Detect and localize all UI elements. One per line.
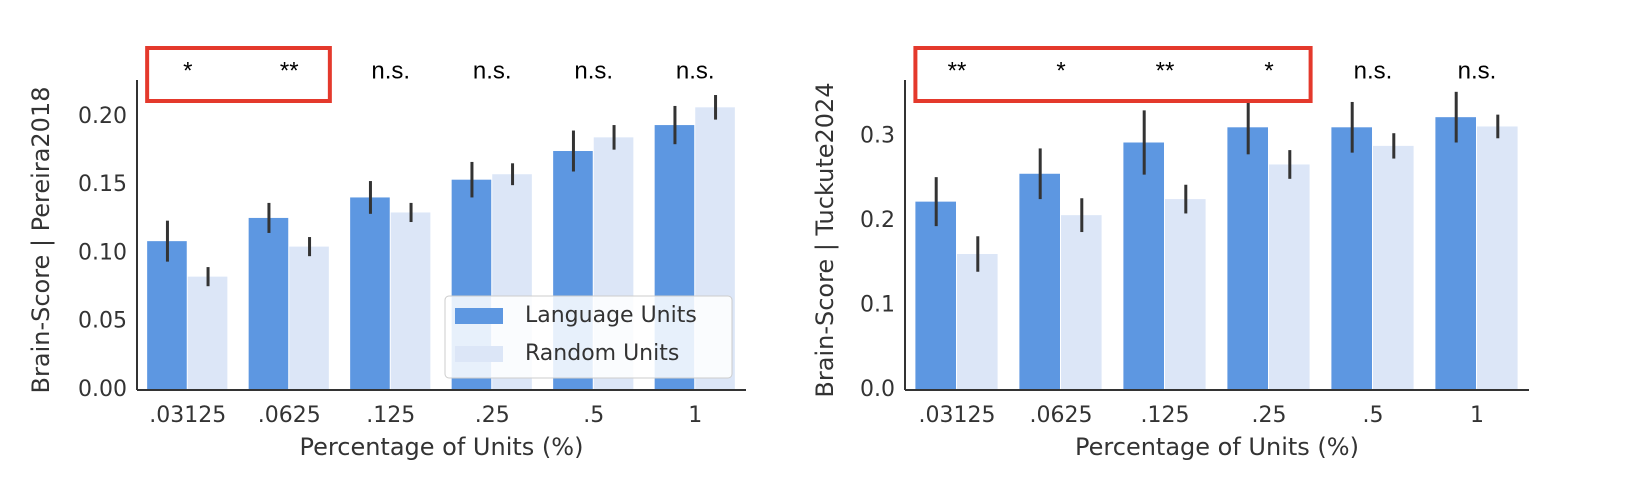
bar xyxy=(248,217,289,390)
significance-label: ** xyxy=(280,57,299,84)
y-tick-label: 0.05 xyxy=(78,309,127,334)
bar xyxy=(1165,199,1206,390)
y-axis-label: Brain-Score | Pereira2018 xyxy=(27,87,55,394)
highlight-box xyxy=(913,46,1313,103)
x-tick-label: .25 xyxy=(475,403,510,428)
bar xyxy=(1373,145,1414,390)
bar xyxy=(187,276,228,390)
y-tick-label: 0.10 xyxy=(78,240,127,265)
bar xyxy=(1435,117,1476,391)
x-tick-label: .03125 xyxy=(149,403,226,428)
bar xyxy=(915,201,956,390)
significance-label: ** xyxy=(1156,57,1175,84)
y-axis-label: Brain-Score | Tuckute2024 xyxy=(811,82,839,397)
significance-label: ** xyxy=(948,57,967,84)
significance-label: n.s. xyxy=(1354,57,1393,84)
x-tick-label: 1 xyxy=(688,403,702,428)
bar xyxy=(1477,126,1518,390)
significance-label: n.s. xyxy=(1458,57,1497,84)
x-tick-label: .25 xyxy=(1252,403,1287,428)
legend-swatch xyxy=(455,346,503,362)
significance-label: * xyxy=(1264,57,1273,84)
significance-label: * xyxy=(1056,57,1065,84)
bar xyxy=(957,254,998,390)
y-tick-label: 0.1 xyxy=(860,293,895,318)
x-axis-label: Percentage of Units (%) xyxy=(1075,433,1359,461)
bar xyxy=(1019,173,1060,390)
x-tick-label: .125 xyxy=(366,403,415,428)
y-tick-label: 0.00 xyxy=(78,377,127,402)
y-tick-label: 0.20 xyxy=(78,104,127,129)
x-tick-label: .0625 xyxy=(258,403,321,428)
legend-label: Random Units xyxy=(525,341,679,366)
y-tick-label: 0.0 xyxy=(860,377,895,402)
bar xyxy=(1061,215,1102,390)
x-tick-label: .125 xyxy=(1141,403,1190,428)
x-tick-label: .5 xyxy=(1363,403,1384,428)
significance-label: n.s. xyxy=(574,57,613,84)
y-tick-label: 0.3 xyxy=(860,124,895,149)
highlight-box xyxy=(145,46,332,103)
legend-swatch xyxy=(455,308,503,324)
x-tick-label: .0625 xyxy=(1030,403,1093,428)
x-tick-label: .03125 xyxy=(919,403,996,428)
bar xyxy=(1331,127,1372,390)
bar xyxy=(1269,164,1310,390)
bar xyxy=(289,246,329,390)
y-tick-label: 0.2 xyxy=(860,208,895,233)
significance-label: * xyxy=(183,57,192,84)
bar xyxy=(147,241,187,390)
significance-label: n.s. xyxy=(371,57,410,84)
x-tick-label: .5 xyxy=(583,403,604,428)
bar xyxy=(390,212,431,390)
significance-label: n.s. xyxy=(676,57,715,84)
x-axis-label: Percentage of Units (%) xyxy=(300,433,584,461)
significance-label: n.s. xyxy=(473,57,512,84)
legend-box xyxy=(444,295,733,379)
y-tick-label: 0.15 xyxy=(78,172,127,197)
bar xyxy=(350,197,390,390)
bar xyxy=(1227,127,1268,390)
bar xyxy=(1123,142,1164,390)
legend-label: Language Units xyxy=(525,303,697,328)
x-tick-label: 1 xyxy=(1470,403,1484,428)
